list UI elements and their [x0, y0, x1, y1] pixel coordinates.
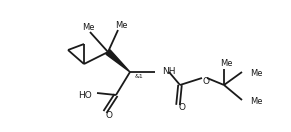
Text: Me: Me — [115, 20, 127, 29]
Text: Me: Me — [220, 58, 232, 67]
Text: O: O — [203, 77, 210, 86]
Text: Me: Me — [82, 22, 94, 32]
Text: HO: HO — [78, 91, 92, 100]
Text: O: O — [106, 110, 113, 119]
Text: Me: Me — [250, 70, 262, 79]
Text: NH: NH — [162, 67, 175, 76]
Polygon shape — [106, 50, 130, 72]
Text: &1: &1 — [135, 74, 144, 79]
Text: O: O — [178, 103, 185, 112]
Text: Me: Me — [250, 98, 262, 107]
